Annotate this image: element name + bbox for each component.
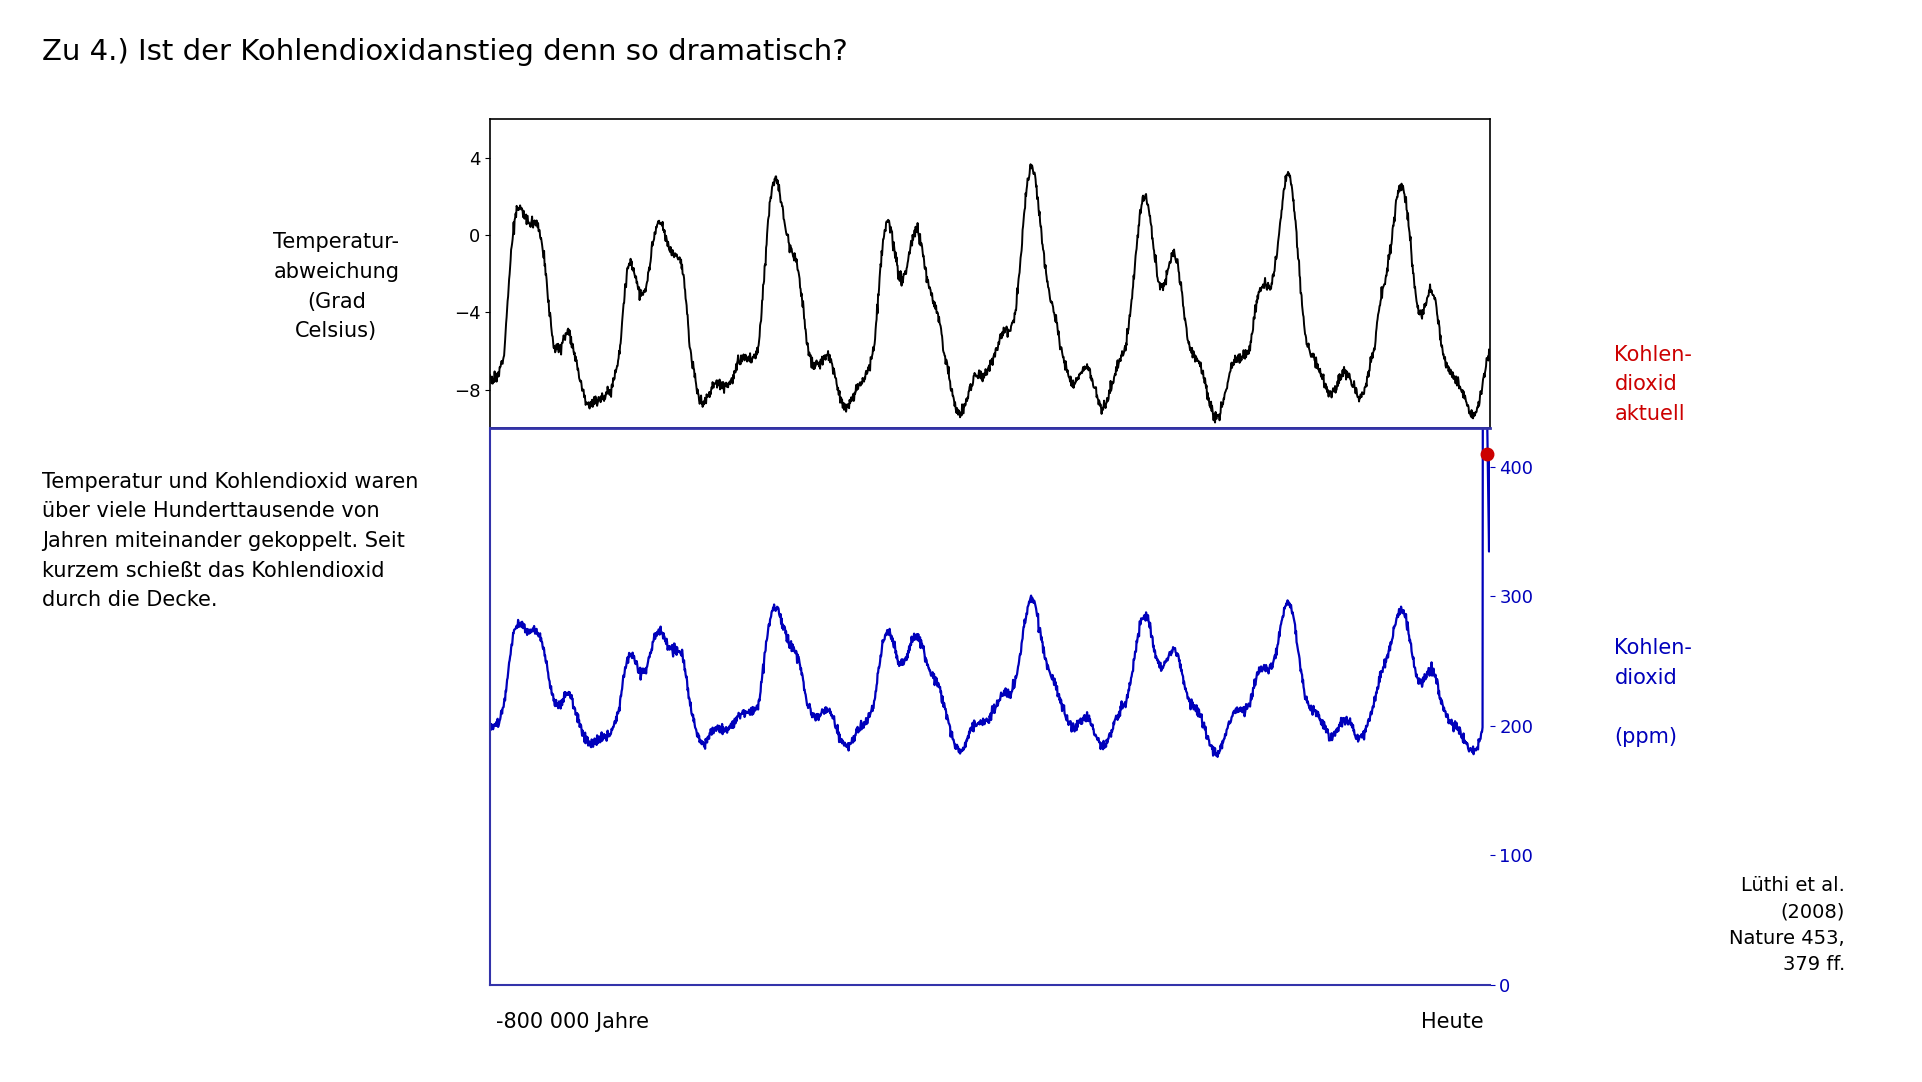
Text: Temperatur und Kohlendioxid waren
über viele Hunderttausende von
Jahren miteinan: Temperatur und Kohlendioxid waren über v… [42,472,419,610]
Text: Heute: Heute [1420,1013,1484,1032]
Text: Lüthi et al.
(2008)
Nature 453,
379 ff.: Lüthi et al. (2008) Nature 453, 379 ff. [1730,875,1845,975]
Text: Kohlen-
dioxid

(ppm): Kohlen- dioxid (ppm) [1614,638,1693,747]
Text: Zu 4.) Ist der Kohlendioxidanstieg denn so dramatisch?: Zu 4.) Ist der Kohlendioxidanstieg denn … [42,38,848,66]
Text: -800 000 Jahre: -800 000 Jahre [496,1013,650,1032]
Text: Temperatur-
abweichung
(Grad
Celsius): Temperatur- abweichung (Grad Celsius) [273,233,400,341]
Text: Kohlen-
dioxid
aktuell: Kohlen- dioxid aktuell [1614,344,1693,424]
